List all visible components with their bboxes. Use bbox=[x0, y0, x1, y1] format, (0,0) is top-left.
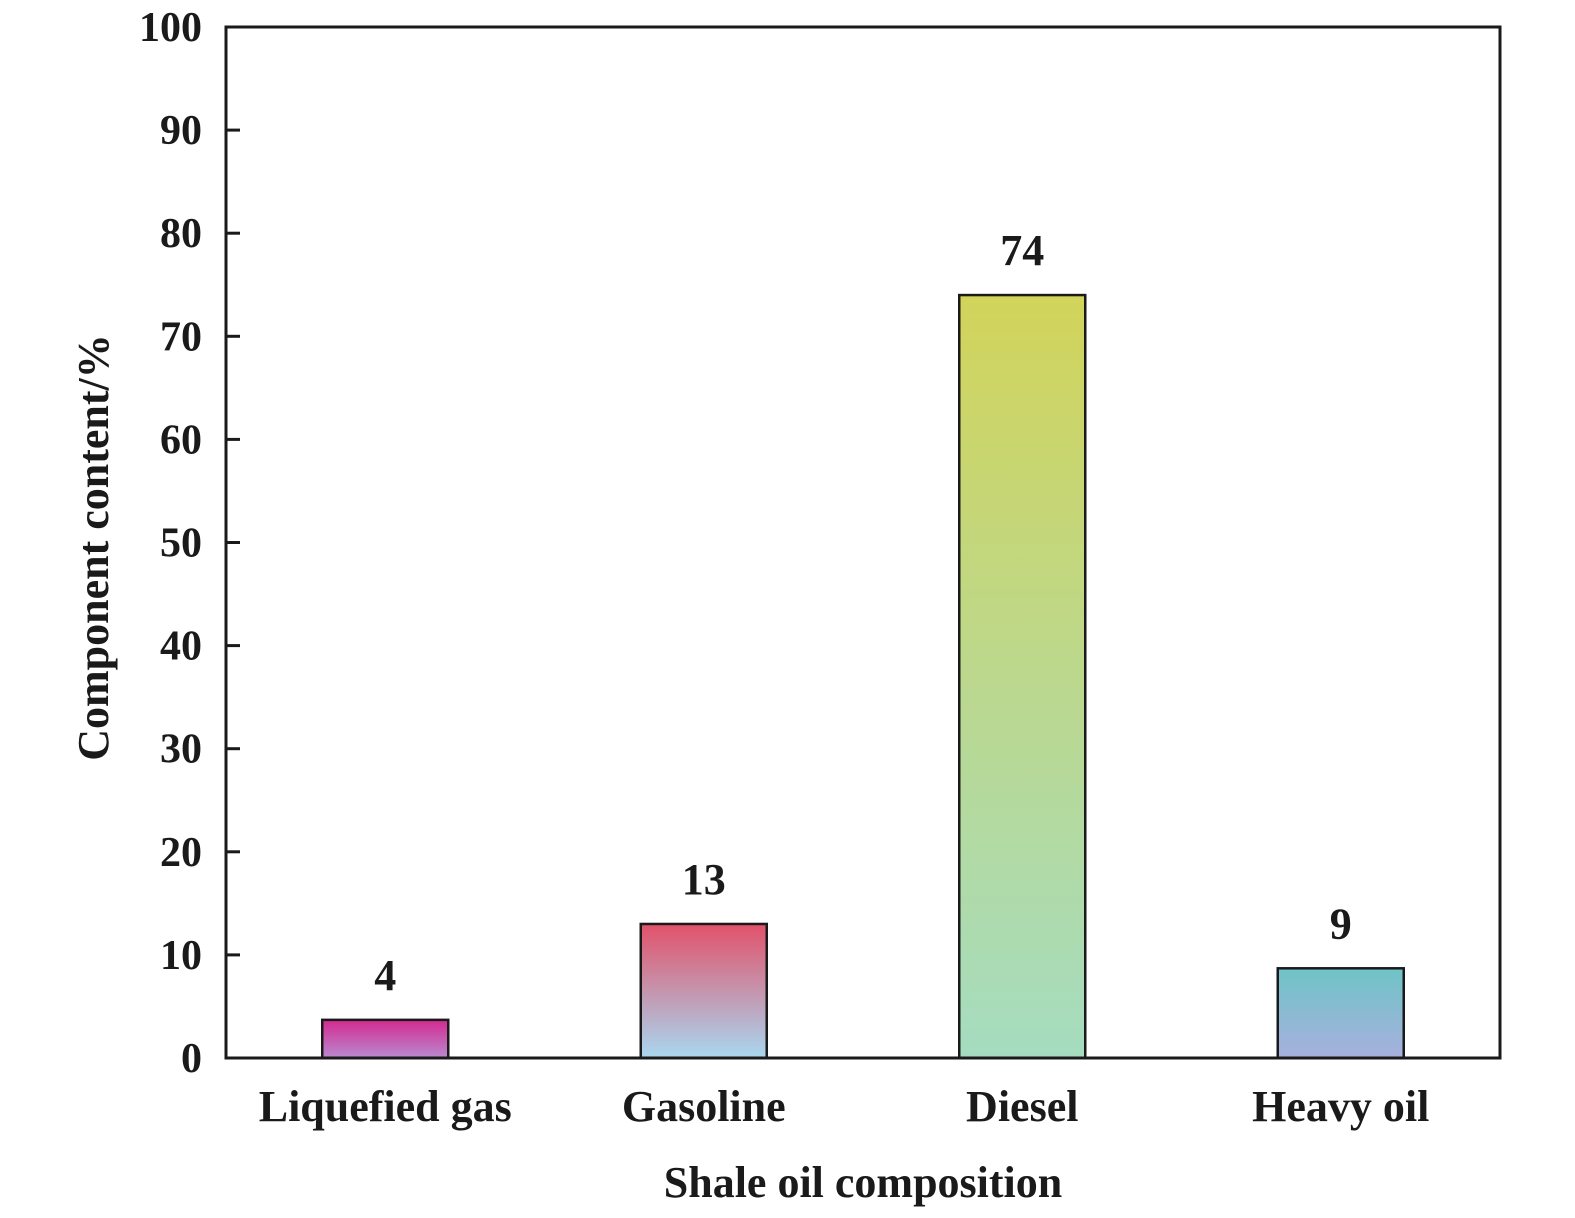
y-tick-label: 100 bbox=[139, 5, 202, 51]
x-axis-title: Shale oil composition bbox=[664, 1158, 1063, 1207]
x-category-label: Gasoline bbox=[622, 1082, 786, 1131]
x-categories-layer: Liquefied gas Gasoline Diesel Heavy oil bbox=[259, 1082, 1430, 1131]
x-category-label: Heavy oil bbox=[1252, 1082, 1429, 1131]
value-labels-layer: 4 13 74 9 bbox=[374, 226, 1352, 1000]
y-tick-label: 30 bbox=[160, 727, 202, 773]
bars-layer bbox=[321, 293, 1405, 1060]
x-category-label: Liquefied gas bbox=[259, 1082, 512, 1131]
y-axis-title: Component content/% bbox=[69, 334, 118, 761]
bar-gasoline bbox=[639, 922, 768, 1060]
axes-layer bbox=[224, 25, 1502, 1060]
y-tick-label: 10 bbox=[160, 933, 202, 979]
bar-value-label: 4 bbox=[374, 951, 396, 1000]
x-category-label: Diesel bbox=[966, 1082, 1078, 1131]
bar-liquefied-gas bbox=[321, 1018, 450, 1060]
y-ticks-layer: 0 10 20 30 40 50 60 70 80 90 100 bbox=[139, 5, 240, 1082]
bar-value-label: 74 bbox=[1000, 226, 1044, 275]
y-tick-label: 20 bbox=[160, 830, 202, 876]
y-tick-label: 90 bbox=[160, 108, 202, 154]
plot-frame bbox=[224, 25, 1502, 1060]
y-tick-label: 50 bbox=[160, 521, 202, 567]
bar-value-label: 9 bbox=[1330, 899, 1352, 948]
y-tick-label: 40 bbox=[160, 624, 202, 670]
bar-value-label: 13 bbox=[682, 855, 726, 904]
bar-heavy-oil bbox=[1276, 967, 1405, 1060]
y-tick-label: 80 bbox=[160, 211, 202, 257]
y-tick-label: 70 bbox=[160, 314, 202, 360]
y-tick-label: 60 bbox=[160, 417, 202, 463]
bar-diesel bbox=[958, 293, 1087, 1060]
y-tick-label: 0 bbox=[181, 1036, 202, 1082]
